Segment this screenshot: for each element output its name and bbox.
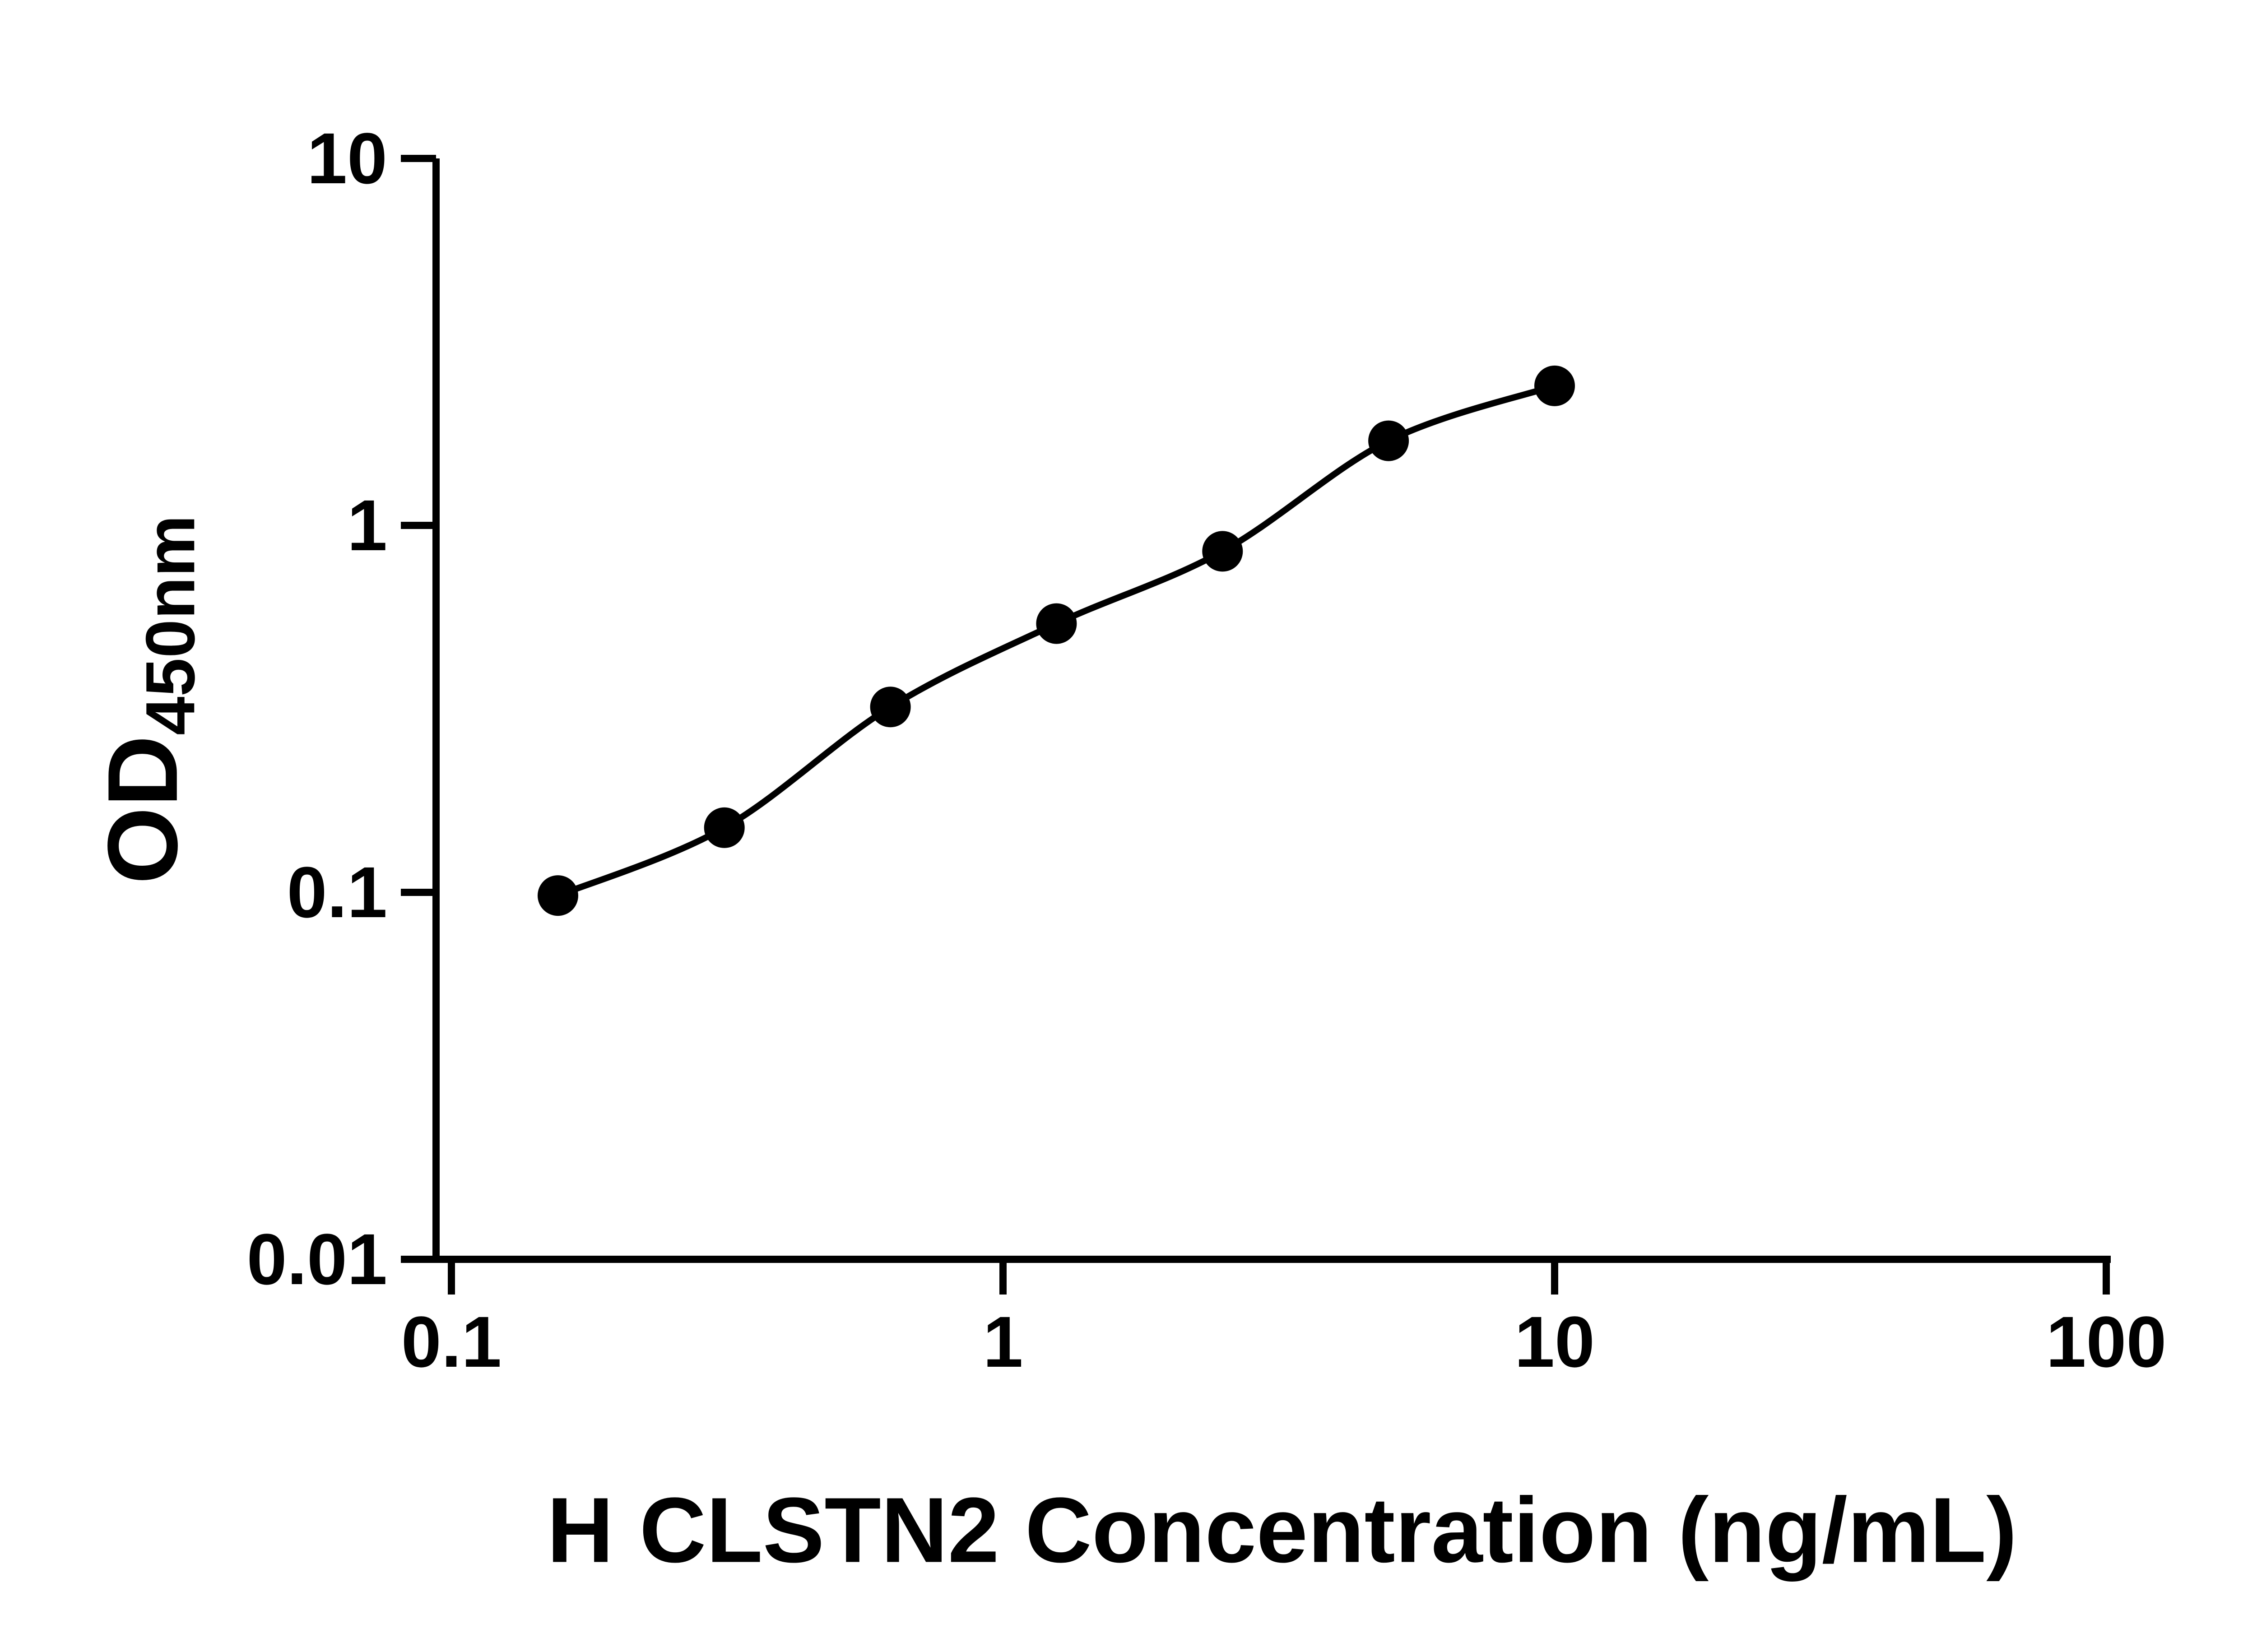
data-point <box>538 875 578 916</box>
y-axis-label-subscript: 450nm <box>131 515 209 735</box>
y-tick-label: 0.01 <box>247 1219 387 1299</box>
data-point <box>1036 603 1077 644</box>
y-tick-label: 1 <box>347 485 387 566</box>
x-tick-label: 100 <box>2046 1301 2167 1382</box>
data-point <box>704 807 745 848</box>
data-point <box>1368 420 1409 461</box>
x-tick-label: 10 <box>1514 1301 1595 1382</box>
data-points <box>538 365 1575 916</box>
axes <box>432 158 2111 1263</box>
tick-marks <box>401 155 2110 1295</box>
y-axis-title: OD450nm <box>87 515 209 884</box>
y-tick-label: 10 <box>307 118 387 199</box>
data-point <box>870 687 911 728</box>
x-tick-label: 1 <box>983 1301 1023 1382</box>
y-axis-label-main: OD <box>87 735 198 884</box>
y-tick-label: 0.1 <box>287 852 387 933</box>
x-axis-title: H CLSTN2 Concentration (ng/mL) <box>547 1478 2017 1582</box>
data-point <box>1534 365 1575 406</box>
x-tick-label: 0.1 <box>401 1301 502 1382</box>
data-point <box>1202 531 1243 572</box>
